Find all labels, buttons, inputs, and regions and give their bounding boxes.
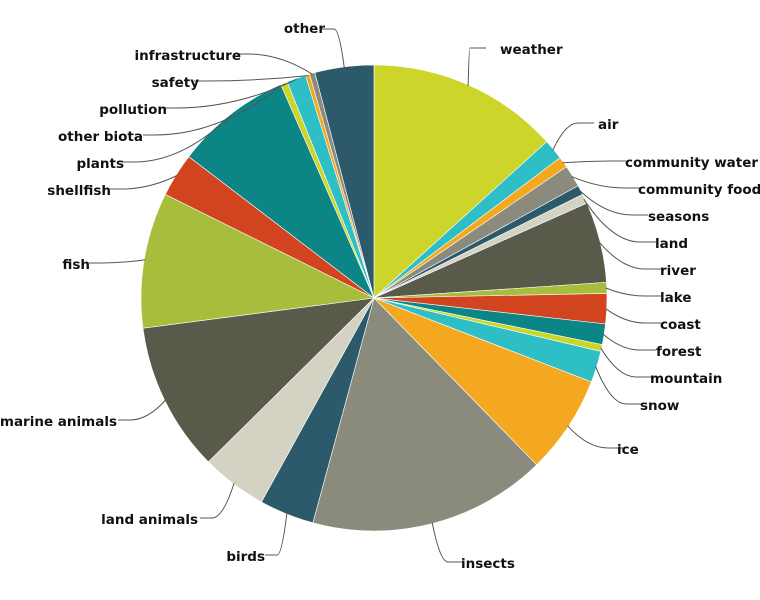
- leader-line-land: [583, 198, 656, 243]
- leader-line-insects: [431, 522, 464, 563]
- leader-line-community-water: [562, 160, 626, 164]
- slice-label-mountain: mountain: [650, 371, 722, 387]
- pie-slices: [140, 64, 608, 532]
- leader-line-weather: [467, 47, 486, 86]
- slice-label-community-food: community food: [638, 182, 760, 198]
- slice-label-pollution: pollution: [99, 102, 167, 118]
- leader-line-community-food: [571, 176, 641, 189]
- slice-label-infrastructure: infrastructure: [134, 48, 241, 64]
- leader-line-coast: [605, 308, 661, 324]
- slice-label-snow: snow: [640, 398, 679, 414]
- leader-line-marine-animals: [118, 399, 166, 421]
- slice-label-river: river: [660, 263, 696, 279]
- leader-line-infrastructure: [236, 53, 313, 75]
- slice-label-fish: fish: [62, 257, 90, 273]
- slice-label-other-biota: other biota: [58, 129, 143, 145]
- leader-line-seasons: [579, 190, 648, 216]
- slice-label-land-animals: land animals: [101, 512, 198, 528]
- slice-label-ice: ice: [617, 442, 639, 458]
- leader-line-river: [598, 241, 661, 270]
- slice-label-forest: forest: [656, 344, 702, 360]
- slice-label-land: land: [655, 236, 688, 252]
- leader-line-lake: [605, 287, 661, 297]
- slice-label-seasons: seasons: [648, 209, 709, 225]
- slice-label-air: air: [598, 117, 619, 133]
- leader-line-air: [552, 122, 594, 151]
- leader-line-birds: [265, 512, 288, 556]
- slice-label-shellfish: shellfish: [47, 183, 111, 199]
- slice-label-insects: insects: [461, 556, 515, 572]
- slice-labels: weather air community water community food s…: [0, 21, 760, 572]
- leader-line-safety: [194, 75, 308, 82]
- leader-line-other-biota: [143, 83, 285, 136]
- slice-label-safety: safety: [152, 75, 200, 91]
- leader-line-fish: [89, 259, 146, 264]
- slice-label-other: other: [284, 21, 325, 37]
- slice-label-birds: birds: [226, 549, 265, 565]
- slice-label-plants: plants: [76, 156, 124, 172]
- leader-lines: [89, 28, 661, 563]
- pie-slice-plants: [188, 84, 375, 299]
- leader-line-mountain: [600, 347, 652, 378]
- leader-line-plants: [122, 115, 232, 163]
- slice-label-lake: lake: [660, 290, 692, 306]
- slice-label-weather: weather: [500, 42, 563, 58]
- leader-line-snow: [595, 366, 642, 405]
- leader-line-forest: [602, 333, 656, 351]
- leader-line-pollution: [164, 78, 297, 109]
- leader-line-other: [322, 28, 345, 68]
- leader-line-land-animals: [200, 482, 235, 519]
- leader-line-ice: [567, 425, 624, 449]
- slice-label-community-water: community water: [625, 155, 758, 171]
- leader-line-shellfish: [110, 175, 178, 190]
- slice-label-coast: coast: [660, 317, 701, 333]
- slice-label-marine-animals: marine animals: [0, 414, 117, 430]
